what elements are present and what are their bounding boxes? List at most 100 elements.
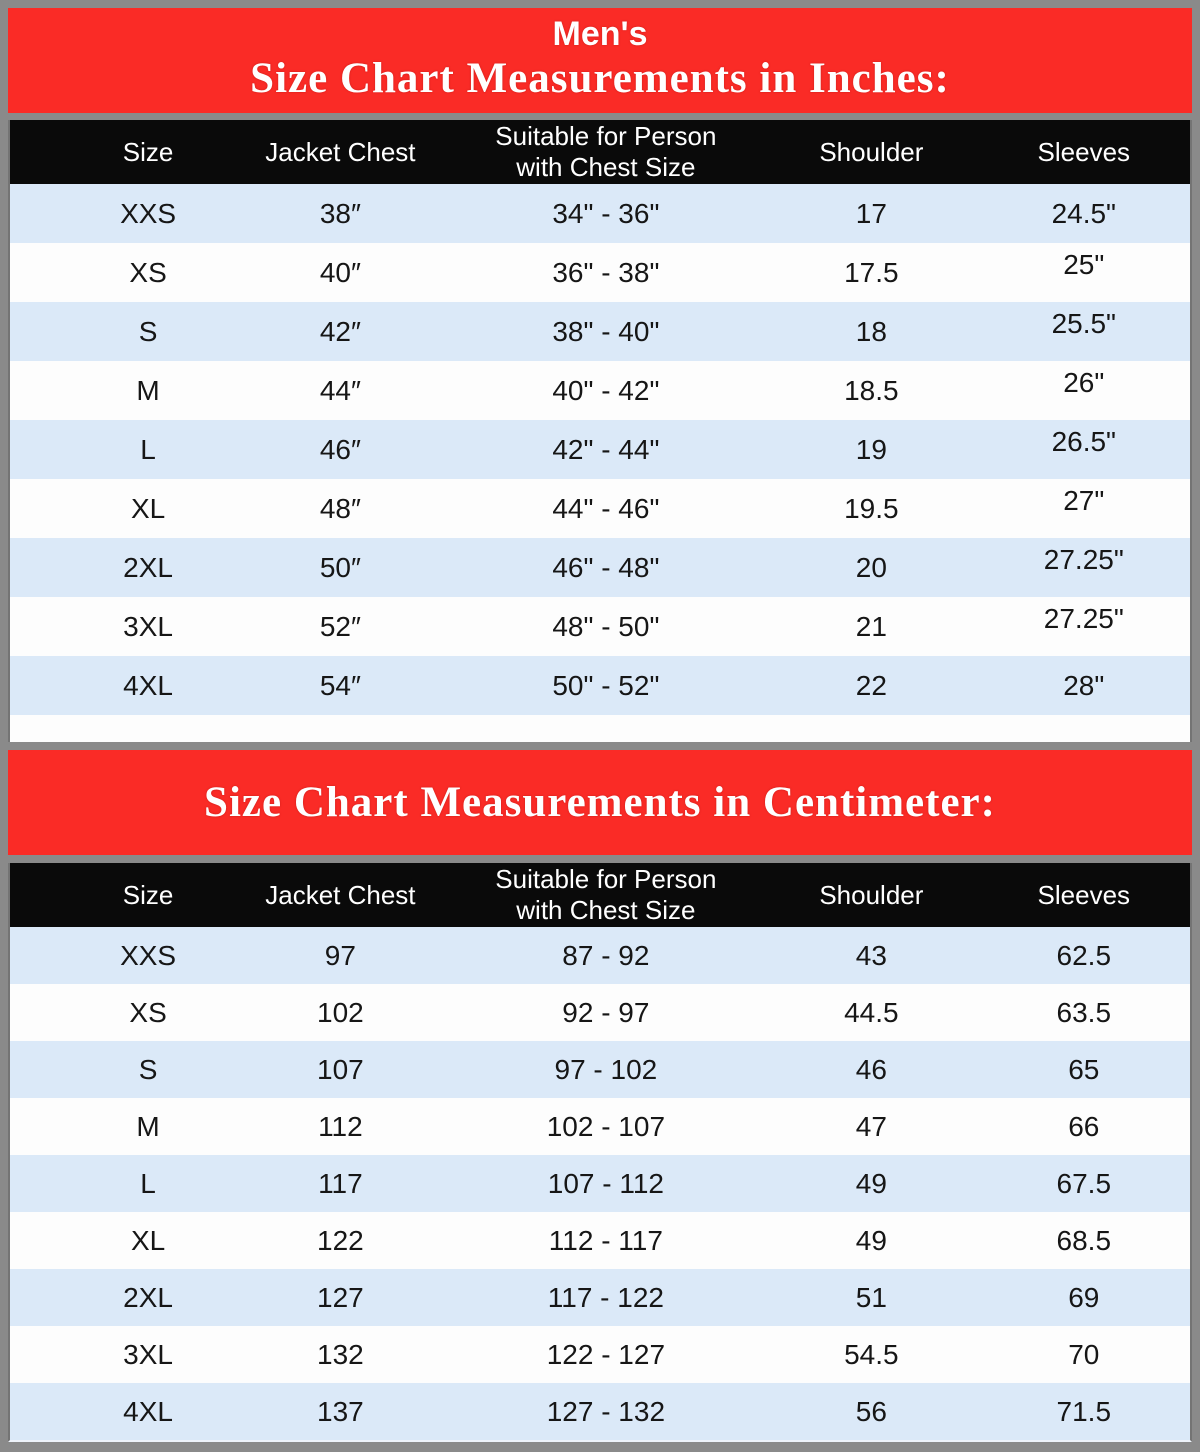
- table-cell-value: 27": [1063, 484, 1105, 516]
- table-row: S 42″ 38" - 40" 18 25.5": [10, 302, 1190, 361]
- table-cell: 44" - 46": [447, 479, 766, 538]
- table-cell-value: 25.5": [1051, 307, 1116, 339]
- table-cell-value: 117: [318, 1167, 363, 1199]
- header-row: Size Jacket Chest Suitable for Person with…: [10, 120, 1190, 184]
- table-cell: 102 - 107: [447, 1098, 766, 1155]
- table-cell-value: XS: [129, 256, 167, 288]
- table-cell-value: 44.5: [844, 996, 899, 1028]
- column-header-label: Jacket Chest: [265, 879, 416, 910]
- table-cell-value: S: [138, 315, 158, 347]
- column-header-label: Sleeves: [1037, 879, 1131, 910]
- table-cell: XL: [10, 479, 234, 538]
- table-cell: XS: [10, 243, 234, 302]
- table-cell-value: 3XL: [123, 610, 173, 642]
- table-cell-value: 22: [855, 669, 887, 701]
- centimeter-table-section: Size Jacket Chest Suitable for Person with…: [8, 863, 1192, 1442]
- table-cell: S: [10, 302, 234, 361]
- column-header: Sleeves: [977, 120, 1190, 184]
- inches-banner-title: Size Chart Measurements in Inches:: [250, 54, 950, 102]
- inches-table-section: Size Jacket Chest Suitable for Person with…: [8, 120, 1192, 742]
- table-cell-value: 18.5: [844, 374, 899, 406]
- table-row: 4XL 137 127 - 132 56 71.5: [10, 1383, 1190, 1440]
- table-cell-value: XS: [129, 996, 167, 1028]
- table-cell-value: 92 - 97: [562, 996, 650, 1028]
- table-cell-value: 49: [855, 1167, 887, 1199]
- table-cell-value: XL: [130, 1224, 166, 1256]
- table-cell: 25.5": [978, 302, 1190, 361]
- table-cell-value: 137: [317, 1395, 364, 1427]
- table-cell-value: 28": [1063, 669, 1105, 701]
- table-cell: 137: [234, 1383, 446, 1440]
- table-cell: 21: [765, 597, 977, 656]
- table-cell-value: 50″: [319, 551, 361, 583]
- table-cell: XXS: [10, 184, 234, 243]
- table-cell-value: 43: [855, 939, 887, 971]
- table-cell-value: 67.5: [1056, 1167, 1112, 1199]
- table-cell: 40" - 42": [447, 361, 766, 420]
- table-cell-value: 52″: [319, 610, 361, 642]
- table-cell-value: 24.5": [1051, 197, 1116, 229]
- table-row: XS 102 92 - 97 44.5 63.5: [10, 984, 1190, 1041]
- table-cell: 17.5: [765, 243, 977, 302]
- table-cell: 122 - 127: [447, 1326, 766, 1383]
- table-cell-value: 42″: [319, 315, 361, 347]
- table-cell-value: 65: [1068, 1053, 1100, 1085]
- table-cell: 49: [765, 1212, 977, 1269]
- column-header-label: Jacket Chest: [265, 136, 416, 167]
- table-cell: 4XL: [10, 656, 234, 715]
- table-cell: 27.25": [978, 597, 1190, 656]
- table-cell: 38" - 40": [447, 302, 766, 361]
- table-row: L 117 107 - 112 49 67.5: [10, 1155, 1190, 1212]
- table-cell: S: [10, 1041, 234, 1098]
- table-row: XL 48″ 44" - 46" 19.5 27": [10, 479, 1190, 538]
- centimeter-banner: Size Chart Measurements in Centimeter:: [8, 750, 1192, 855]
- table-cell-value: 17.5: [844, 256, 899, 288]
- table-row: 3XL 132 122 - 127 54.5 70: [10, 1326, 1190, 1383]
- table-cell-value: 25": [1063, 248, 1105, 280]
- table-cell-value: 27.25": [1043, 543, 1124, 575]
- table-cell-value: 21: [855, 610, 887, 642]
- table-cell-value: 54.5: [844, 1338, 899, 1370]
- table-cell: 25": [978, 243, 1190, 302]
- column-header: Size: [10, 863, 235, 927]
- table-row: M 44″ 40" - 42" 18.5 26": [10, 361, 1190, 420]
- table-cell: 51: [765, 1269, 977, 1326]
- table-cell: 27": [978, 479, 1190, 538]
- table-row: 3XL 52″ 48" - 50" 21 27.25": [10, 597, 1190, 656]
- table-cell-value: 127 - 132: [546, 1395, 666, 1427]
- table-cell-value: 3XL: [123, 1338, 173, 1370]
- table-cell-value: L: [140, 1167, 156, 1199]
- table-cell: 24.5": [978, 184, 1190, 243]
- table-cell-value: M: [136, 1110, 160, 1142]
- table-cell: 18: [765, 302, 977, 361]
- table-cell-value: 117 - 122: [547, 1281, 664, 1313]
- table-cell: 54.5: [765, 1326, 977, 1383]
- table-cell: 44″: [234, 361, 446, 420]
- table-cell-value: XXS: [120, 939, 177, 971]
- table-cell: 102: [234, 984, 446, 1041]
- table-cell: 63.5: [978, 984, 1190, 1041]
- table-cell: 65: [978, 1041, 1190, 1098]
- table-cell: 48" - 50": [447, 597, 766, 656]
- table-cell-value: 44" - 46": [552, 492, 660, 524]
- table-row: 2XL 50″ 46" - 48" 20 27.25": [10, 538, 1190, 597]
- centimeter-size-table: Size Jacket Chest Suitable for Person with…: [10, 863, 1190, 1440]
- table-cell: 46″: [234, 420, 446, 479]
- table-cell: 27.25": [978, 538, 1190, 597]
- inches-banner-subtitle: Men's: [552, 14, 648, 53]
- table-cell: 28": [978, 656, 1190, 715]
- table-cell: 26.5": [978, 420, 1190, 479]
- table-cell: 26": [978, 361, 1190, 420]
- table-cell-value: 68.5: [1056, 1224, 1112, 1256]
- table-cell: 19: [765, 420, 977, 479]
- table-cell: 62.5: [978, 927, 1190, 984]
- table-cell-value: 27.25": [1043, 602, 1124, 634]
- table-cell: 2XL: [10, 1269, 234, 1326]
- table-cell: XL: [10, 1212, 234, 1269]
- table-cell: 107 - 112: [447, 1155, 766, 1212]
- table-cell-value: 69: [1068, 1281, 1100, 1313]
- table-row: XXS 97 87 - 92 43 62.5: [10, 927, 1190, 984]
- table-cell: 49: [765, 1155, 977, 1212]
- table-cell-value: 4XL: [123, 1395, 173, 1427]
